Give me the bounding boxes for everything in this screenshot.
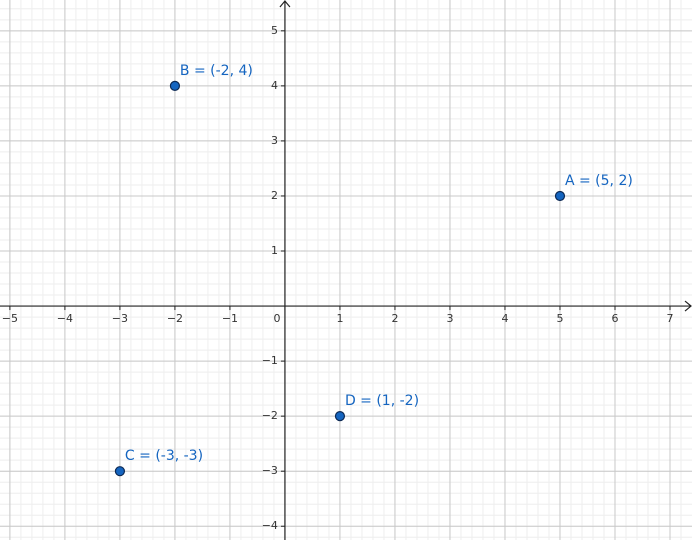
y-tick-label: 5 <box>271 24 278 37</box>
x-tick-label: 1 <box>336 312 343 325</box>
y-tick-label: −4 <box>262 519 278 532</box>
x-tick-label: 4 <box>501 312 508 325</box>
y-tick-label: 1 <box>271 244 278 257</box>
x-tick-label: −4 <box>57 312 73 325</box>
y-tick-label: −2 <box>262 409 278 422</box>
point <box>169 80 181 91</box>
x-tick-label: −3 <box>112 312 128 325</box>
x-tick-label: −2 <box>167 312 183 325</box>
x-tick-label: −1 <box>222 312 238 325</box>
y-tick-label: −1 <box>262 354 278 367</box>
x-tick-label: −5 <box>2 312 18 325</box>
x-tick-label: 0 <box>273 312 280 325</box>
y-tick-label: 2 <box>271 189 278 202</box>
x-tick-label: 2 <box>391 312 398 325</box>
point <box>114 466 126 477</box>
point-label: C = (-3, -3) <box>125 448 203 464</box>
point <box>554 190 566 202</box>
x-tick-label: 3 <box>446 312 453 325</box>
y-tick-label: 4 <box>271 79 278 92</box>
point-label: B = (-2, 4) <box>180 63 253 79</box>
y-axis-arrow <box>279 0 291 8</box>
x-tick-label: 6 <box>611 312 618 325</box>
x-tick-label: 7 <box>666 312 673 325</box>
x-axis-arrow <box>684 300 692 312</box>
point-label: D = (1, -2) <box>345 393 419 409</box>
point <box>334 411 346 422</box>
y-tick-label: 3 <box>271 134 278 147</box>
point-label: A = (5, 2) <box>565 173 633 189</box>
y-tick-label: −3 <box>262 464 278 477</box>
x-tick-label: 5 <box>556 312 563 325</box>
